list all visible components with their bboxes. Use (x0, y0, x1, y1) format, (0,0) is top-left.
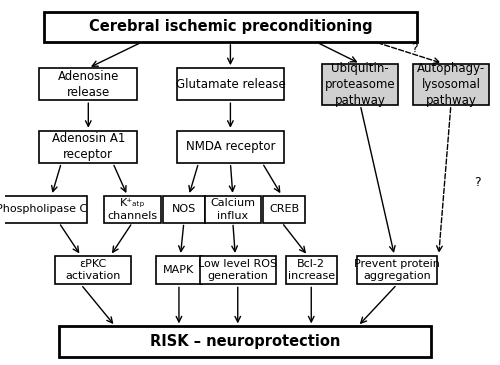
Text: Glutamate release: Glutamate release (176, 78, 286, 91)
FancyBboxPatch shape (322, 64, 398, 105)
Text: MAPK: MAPK (164, 265, 194, 275)
FancyBboxPatch shape (40, 68, 138, 100)
FancyBboxPatch shape (264, 196, 305, 223)
Text: Cerebral ischemic preconditioning: Cerebral ischemic preconditioning (88, 19, 372, 34)
Text: Low level ROS
generation: Low level ROS generation (198, 259, 278, 281)
FancyBboxPatch shape (0, 196, 87, 223)
Text: Calcium
influx: Calcium influx (210, 198, 256, 220)
FancyBboxPatch shape (163, 196, 204, 223)
Text: NOS: NOS (172, 204, 196, 214)
FancyBboxPatch shape (176, 68, 284, 100)
FancyBboxPatch shape (204, 196, 261, 223)
FancyBboxPatch shape (286, 256, 337, 284)
FancyBboxPatch shape (200, 256, 276, 284)
Text: Prevent protein
aggregation: Prevent protein aggregation (354, 259, 440, 281)
Text: Autophagy-
lysosomal
pathway: Autophagy- lysosomal pathway (417, 62, 485, 107)
Text: Phospholipase C: Phospholipase C (0, 204, 88, 214)
Text: Ubiquitin-
proteasome
pathway: Ubiquitin- proteasome pathway (325, 62, 396, 107)
FancyBboxPatch shape (104, 196, 160, 223)
FancyBboxPatch shape (176, 131, 284, 163)
FancyBboxPatch shape (156, 256, 202, 284)
FancyBboxPatch shape (413, 64, 489, 105)
Text: Adenosine
release: Adenosine release (58, 70, 119, 99)
Text: NMDA receptor: NMDA receptor (186, 140, 275, 153)
Text: ?: ? (411, 42, 418, 55)
Text: RISK – neuroprotection: RISK – neuroprotection (150, 334, 340, 349)
FancyBboxPatch shape (59, 326, 432, 357)
Text: ?: ? (474, 176, 481, 189)
FancyBboxPatch shape (40, 131, 138, 163)
Text: εPKC
activation: εPKC activation (66, 259, 121, 281)
Text: Bcl-2
increase: Bcl-2 increase (288, 259, 335, 281)
Text: Adenosin A1
receptor: Adenosin A1 receptor (52, 132, 125, 161)
Text: K⁺ₐₜₚ
channels: K⁺ₐₜₚ channels (108, 198, 158, 220)
FancyBboxPatch shape (44, 12, 416, 42)
Text: CREB: CREB (269, 204, 300, 214)
FancyBboxPatch shape (356, 256, 438, 284)
FancyBboxPatch shape (55, 256, 131, 284)
